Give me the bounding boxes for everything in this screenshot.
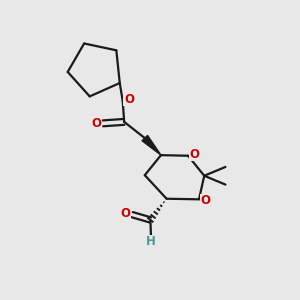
Text: O: O: [200, 194, 210, 207]
Text: O: O: [124, 93, 134, 106]
Text: O: O: [121, 207, 130, 220]
Text: O: O: [190, 148, 200, 161]
Text: O: O: [92, 117, 101, 130]
Text: H: H: [146, 235, 156, 248]
Polygon shape: [142, 135, 161, 155]
